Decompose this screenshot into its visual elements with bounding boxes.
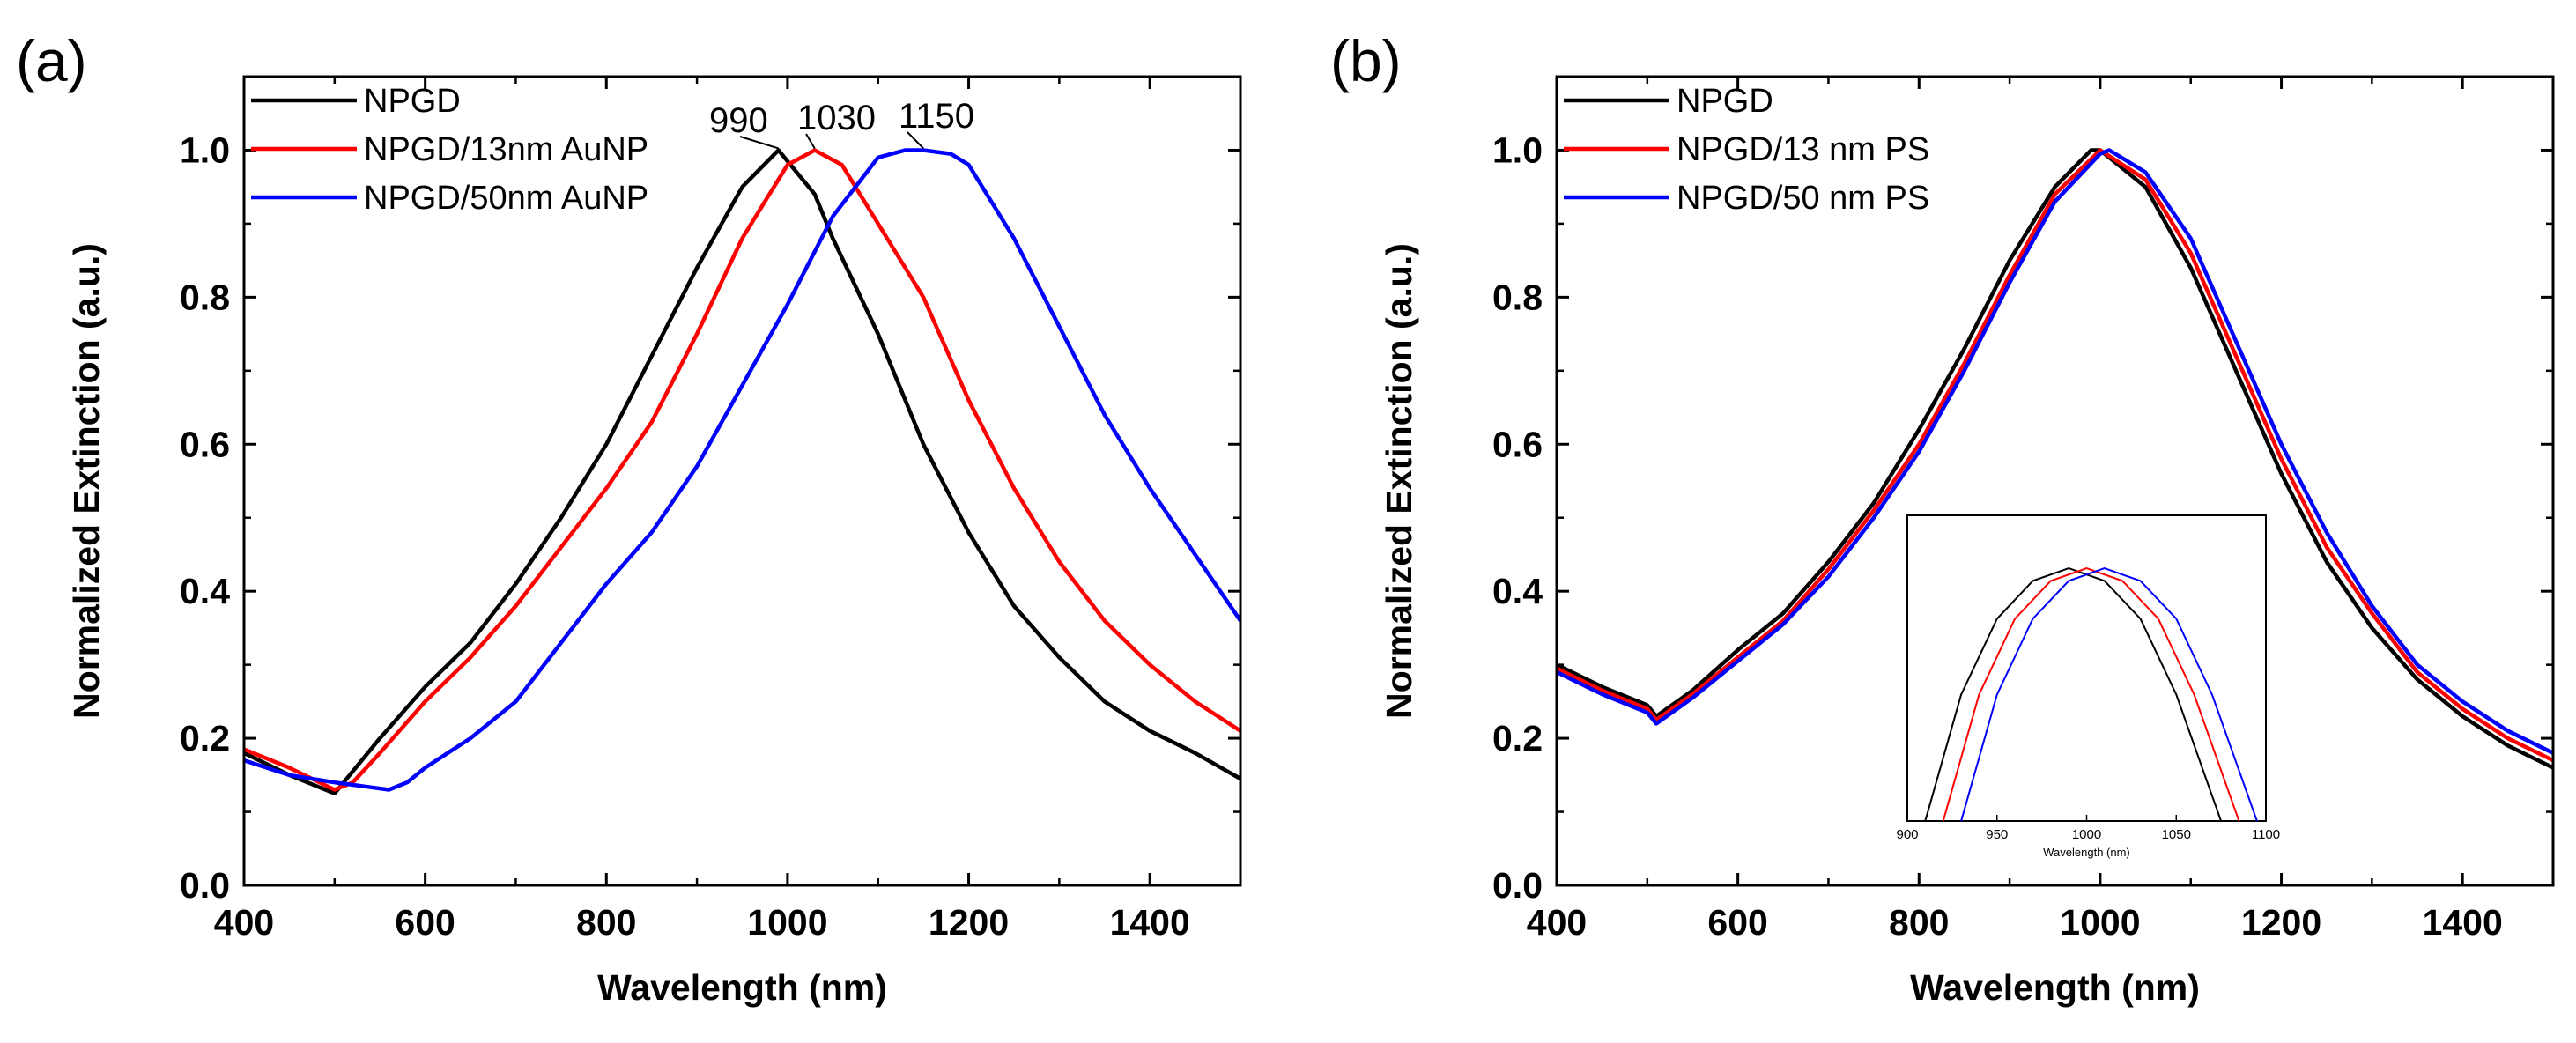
x-tick-label: 1200 — [929, 902, 1009, 943]
legend-label: NPGD/50 nm PS — [1677, 180, 1929, 217]
y-tick-label: 0.4 — [180, 571, 230, 611]
x-tick-label: 400 — [214, 902, 274, 943]
panel-label-b: (b) — [1330, 28, 1402, 93]
peak-annotation-leader — [805, 133, 816, 149]
legend-label: NPGD/50nm AuNP — [364, 180, 648, 217]
inset-series-line-3 — [1960, 566, 2258, 821]
y-tick-label: 0.2 — [180, 718, 230, 758]
x-axis-title: Wavelength (nm) — [597, 967, 887, 1008]
y-tick-label: 0.6 — [1492, 424, 1543, 464]
peak-annotation-leader — [739, 136, 779, 150]
panel-label-a: (a) — [16, 28, 87, 93]
series-line-2 — [244, 148, 1240, 792]
y-tick-label: 0.4 — [1492, 571, 1543, 611]
peak-annotation: 990 — [709, 101, 768, 140]
peak-annotation: 1150 — [899, 97, 974, 136]
y-axis-title: Normalized Extinction (a.u.) — [66, 243, 107, 719]
x-tick-label: 600 — [395, 902, 455, 943]
x-tick-label: 1000 — [747, 902, 827, 943]
y-axis-title: Normalized Extinction (a.u.) — [1379, 243, 1419, 719]
chart-panel-a: 400 600 800 1000 1200 1400 0.0 0.2 0.4 0.6 0.8 1.0 W… — [66, 75, 1242, 1008]
inset-x-tick-label: 900 — [1896, 827, 1918, 842]
y-tick-label: 0.8 — [180, 277, 230, 317]
x-tick-label: 400 — [1527, 902, 1587, 943]
y-tick-label: 1.0 — [180, 129, 230, 170]
y-tick-label: 0.6 — [180, 424, 230, 464]
inset-x-tick-label: 1000 — [2072, 827, 2101, 842]
series-line-1 — [244, 148, 1240, 795]
peak-annotation: 1030 — [797, 99, 876, 137]
chart-panel-b: 400 600 800 1000 1200 1400 0.0 0.2 0.4 0.6 0.8 1.0 W… — [1379, 75, 2555, 1008]
inset-series-line-2 — [1942, 566, 2240, 821]
series-line-3 — [1557, 148, 2553, 755]
x-tick-label: 1000 — [2060, 902, 2140, 943]
inset-x-tick-label: 1100 — [2252, 827, 2280, 842]
inset-x-tick-label: 950 — [1986, 827, 2008, 842]
inset-x-axis-title: Wavelength (nm) — [2043, 846, 2130, 859]
y-tick-label: 0.0 — [1492, 865, 1543, 906]
y-tick-label: 0.0 — [180, 865, 230, 906]
plot-frame — [1555, 75, 2555, 887]
series-line-1 — [1557, 148, 2553, 770]
x-tick-label: 800 — [576, 902, 636, 943]
x-tick-label: 1200 — [2241, 902, 2321, 943]
x-tick-label: 1400 — [2423, 902, 2503, 943]
x-axis-title: Wavelength (nm) — [1910, 967, 2200, 1008]
y-tick-label: 0.2 — [1492, 718, 1543, 758]
legend-label: NPGD/13nm AuNP — [364, 131, 648, 168]
peak-annotation-leader — [907, 131, 924, 150]
plot-frame — [242, 75, 1242, 887]
legend-label: NPGD/13 nm PS — [1677, 131, 1929, 168]
y-tick-label: 0.8 — [1492, 277, 1543, 317]
x-tick-label: 600 — [1707, 902, 1767, 943]
x-tick-label: 800 — [1889, 902, 1949, 943]
legend-label: NPGD — [364, 83, 461, 120]
inset-chart: 900 950 1000 1050 1100 Wavelength (nm) — [1896, 514, 2280, 859]
inset-x-tick-label: 1050 — [2162, 827, 2191, 842]
y-tick-label: 1.0 — [1492, 129, 1543, 170]
inset-frame — [1906, 514, 2267, 822]
legend-label: NPGD — [1677, 83, 1773, 120]
x-tick-label: 1400 — [1110, 902, 1190, 943]
series-line-2 — [1557, 148, 2553, 763]
series-line-3 — [244, 148, 1240, 792]
